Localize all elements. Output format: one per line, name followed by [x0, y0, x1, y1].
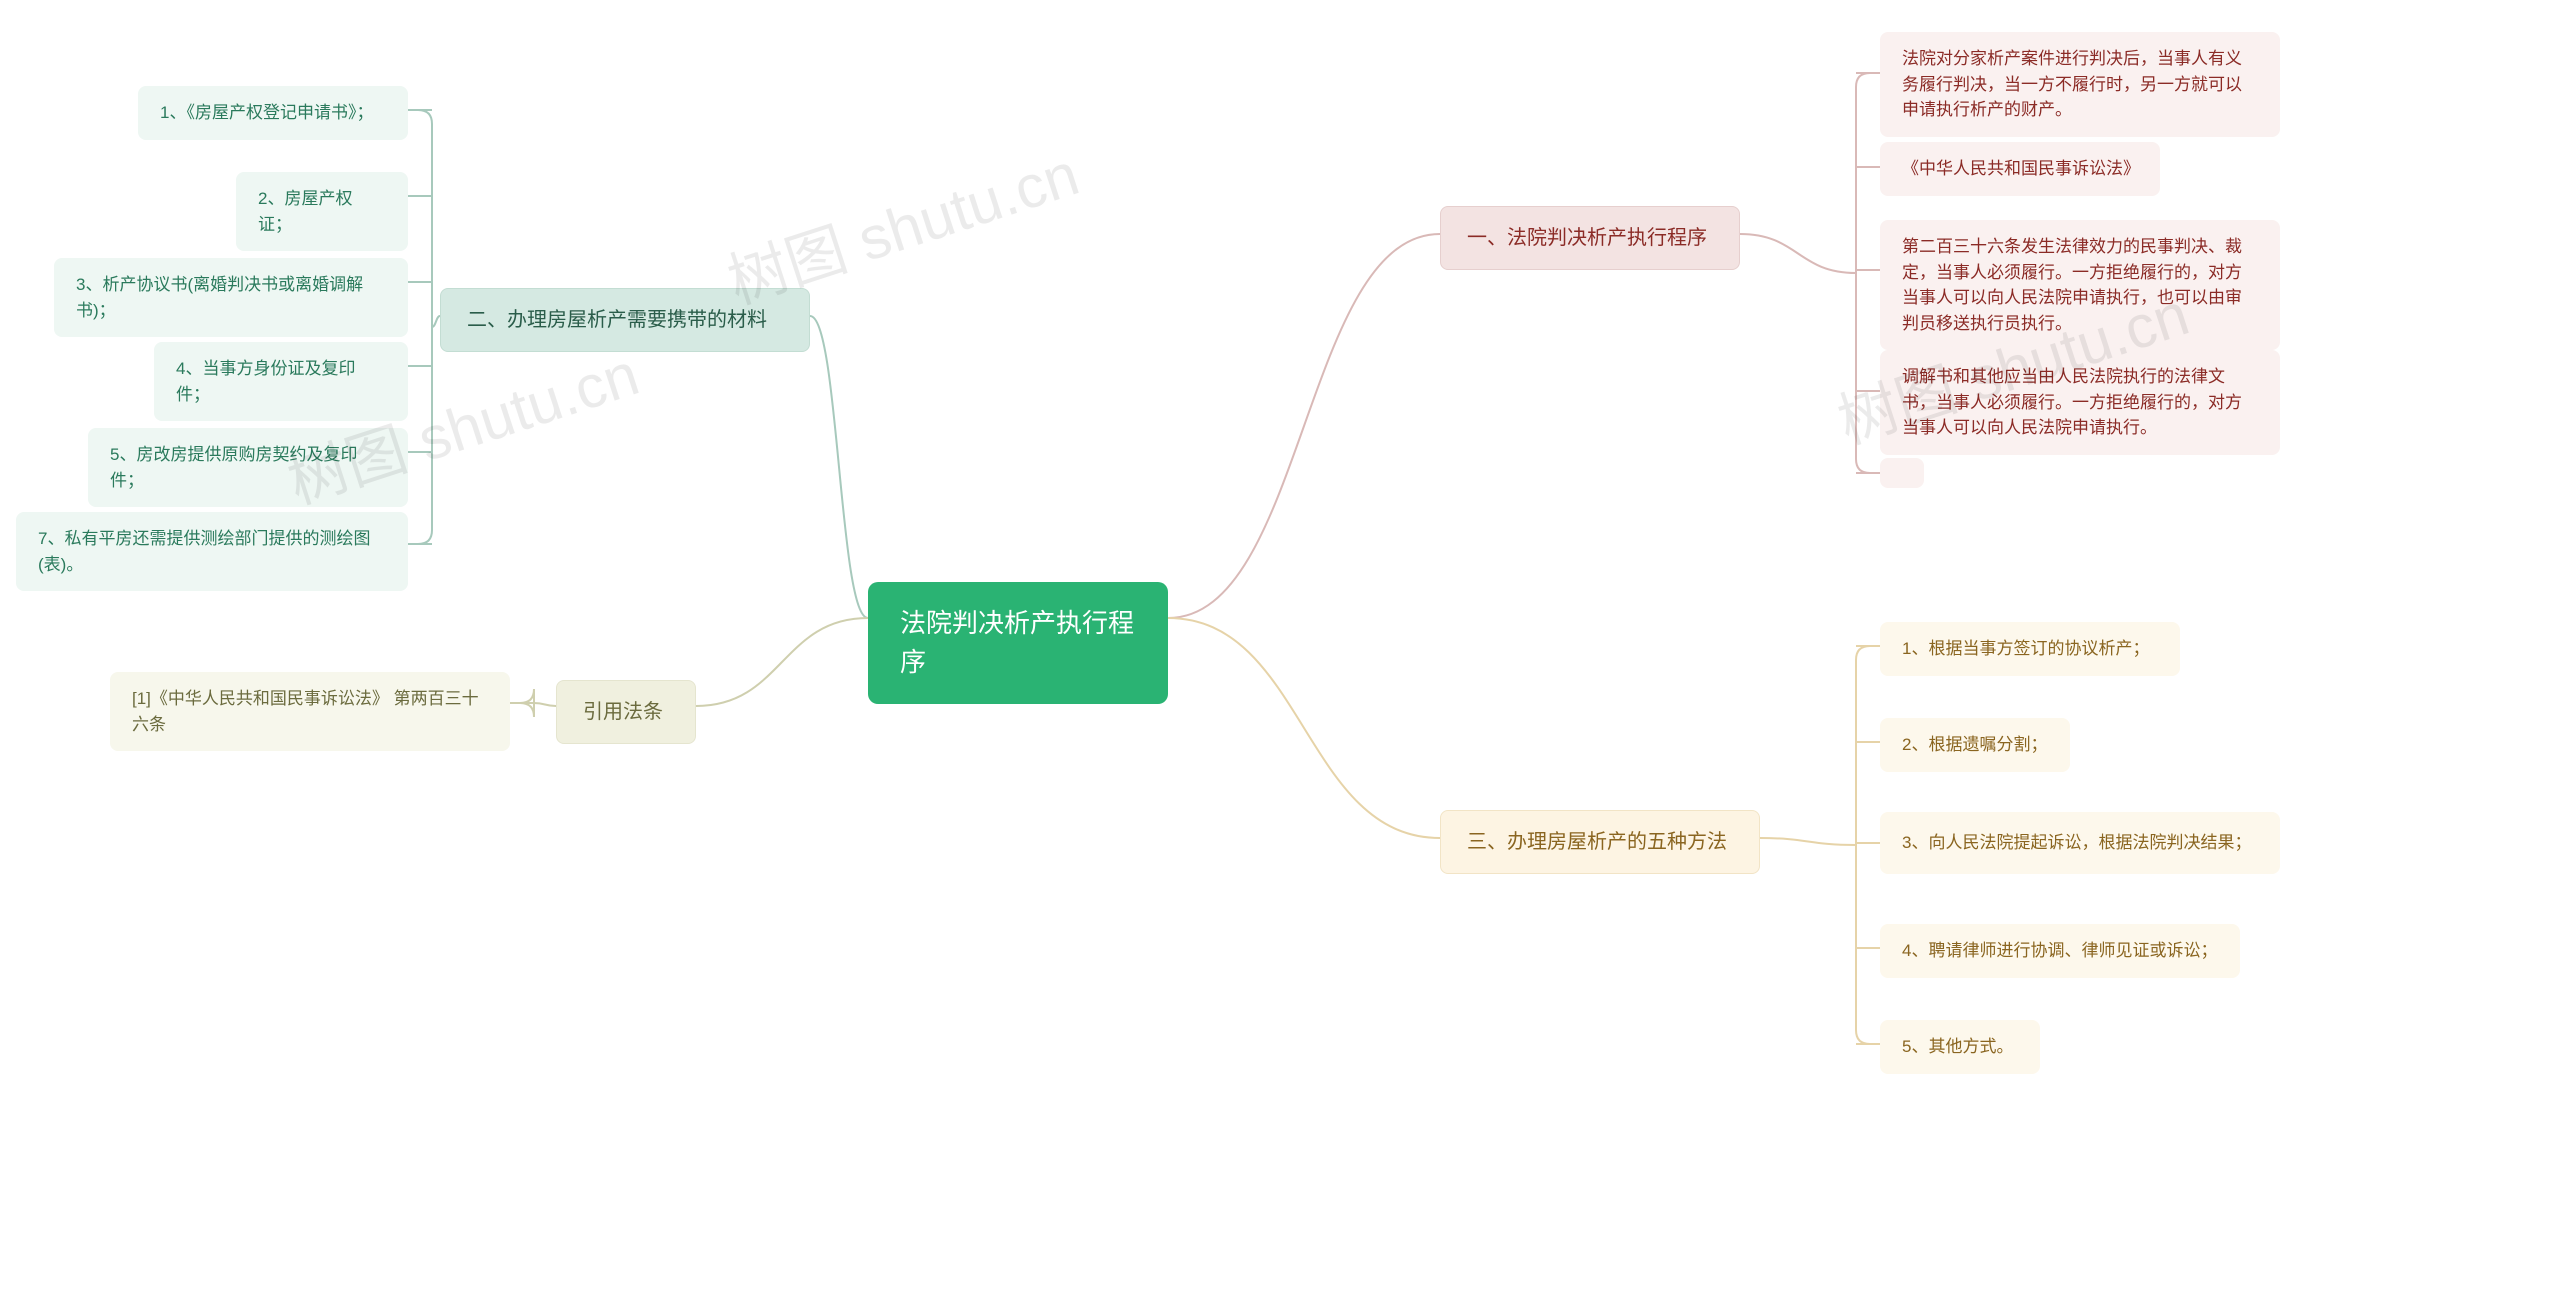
branch-node-b1: 一、法院判决析产执行程序: [1440, 206, 1740, 270]
leaf-node-b3c2: 2、根据遗嘱分割；: [1880, 718, 2070, 772]
leaf-node-b2c5: 5、房改房提供原购房契约及复印件；: [88, 428, 408, 507]
connector: [1740, 234, 1856, 273]
leaf-node-b1c3: 第二百三十六条发生法律效力的民事判决、裁定，当事人必须履行。一方拒绝履行的，对方…: [1880, 220, 2280, 350]
leaf-node-b2c3: 3、析产协议书(离婚判决书或离婚调解书)；: [54, 258, 408, 337]
leaf-node-b1c4: 调解书和其他应当由人民法院执行的法律文书，当事人必须履行。一方拒绝履行的，对方当…: [1880, 350, 2280, 455]
bracket: [1856, 646, 1870, 1044]
branch-node-b2: 二、办理房屋析产需要携带的材料: [440, 288, 810, 352]
bracket: [418, 110, 432, 544]
leaf-node-b1c1: 法院对分家析产案件进行判决后，当事人有义务履行判决，当一方不履行时，另一方就可以…: [1880, 32, 2280, 137]
connector: [1760, 838, 1856, 845]
leaf-node-b2c1: 1、《房屋产权登记申请书》；: [138, 86, 408, 140]
branch-node-b4: 引用法条: [556, 680, 696, 744]
leaf-node-b4c1: [1]《中华人民共和国民事诉讼法》 第两百三十六条: [110, 672, 510, 751]
bracket: [520, 689, 534, 717]
leaf-node-b1c2: 《中华人民共和国民事诉讼法》: [1880, 142, 2160, 196]
branch-node-b3: 三、办理房屋析产的五种方法: [1440, 810, 1760, 874]
connector: [696, 618, 868, 706]
connector: [432, 316, 440, 327]
leaf-node-b3c3: 3、向人民法院提起诉讼，根据法院判决结果；: [1880, 812, 2280, 874]
leaf-node-b2c6: 7、私有平房还需提供测绘部门提供的测绘图(表)。: [16, 512, 408, 591]
leaf-node-b2c4: 4、当事方身份证及复印件；: [154, 342, 408, 421]
leaf-node-b2c2: 2、房屋产权证；: [236, 172, 408, 251]
connector: [1168, 618, 1440, 838]
leaf-node-b3c4: 4、聘请律师进行协调、律师见证或诉讼；: [1880, 924, 2240, 978]
leaf-node-b1c5: [1880, 458, 1924, 488]
connector: [1168, 234, 1440, 618]
bracket: [1856, 73, 1870, 473]
leaf-node-b3c5: 5、其他方式。: [1880, 1020, 2040, 1074]
connector: [810, 316, 868, 618]
root-node: 法院判决析产执行程序: [868, 582, 1168, 704]
connector: [534, 703, 556, 706]
leaf-node-b3c1: 1、根据当事方签订的协议析产；: [1880, 622, 2180, 676]
